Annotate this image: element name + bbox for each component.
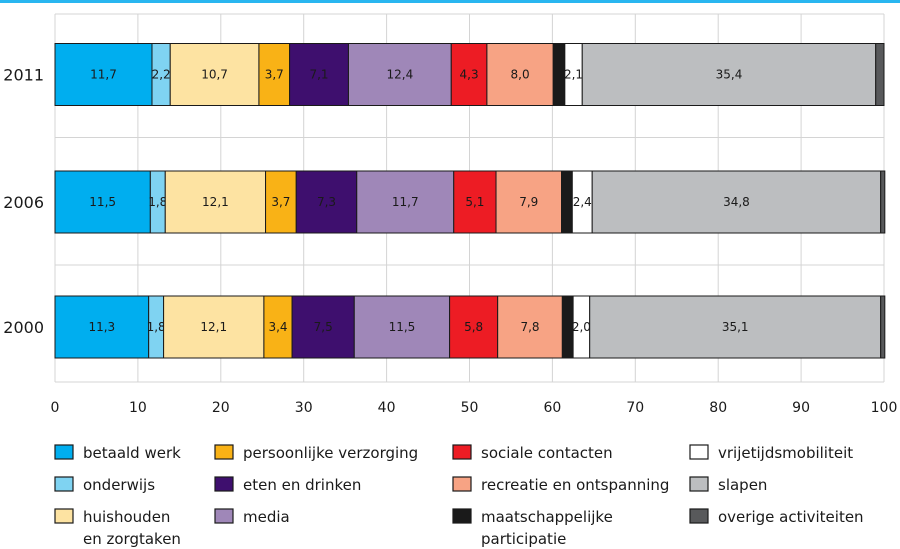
bar-segment bbox=[449, 295, 499, 359]
legend-label: persoonlijke verzorging bbox=[243, 444, 418, 462]
data-label: 2,1 bbox=[564, 68, 583, 82]
legend-swatch bbox=[214, 444, 234, 460]
bar-segment bbox=[591, 170, 882, 234]
bar-segment bbox=[54, 43, 153, 106]
data-label: 35,4 bbox=[716, 68, 743, 82]
legend-swatch bbox=[689, 508, 709, 524]
legend-label: sociale contacten bbox=[481, 444, 613, 462]
data-label: 11,7 bbox=[392, 195, 419, 209]
legend-label: eten en drinken bbox=[243, 476, 361, 494]
data-label: 12,1 bbox=[202, 195, 229, 209]
data-label: 1,8 bbox=[147, 320, 166, 334]
bar-segment bbox=[289, 43, 349, 106]
bar-segment bbox=[875, 43, 885, 106]
bar-segment bbox=[163, 295, 265, 359]
legend-swatch bbox=[54, 508, 74, 524]
data-label: 3,7 bbox=[265, 68, 284, 82]
legend-swatch bbox=[54, 444, 74, 460]
data-label: 4,3 bbox=[460, 68, 479, 82]
category-label: 2000 bbox=[3, 318, 44, 337]
x-axis: 0 10 20 30 40 50 60 70 80 90 100 bbox=[51, 400, 898, 416]
data-label: 2,2 bbox=[152, 68, 171, 82]
data-label: 5,8 bbox=[464, 320, 483, 334]
x-tick-label: 10 bbox=[129, 400, 147, 416]
data-label: 11,7 bbox=[90, 68, 117, 82]
data-label: 2,4 bbox=[573, 195, 592, 209]
legend-label: overige activiteiten bbox=[718, 508, 864, 526]
x-tick-label: 30 bbox=[295, 400, 313, 416]
bar-segment bbox=[450, 43, 488, 106]
data-label: 35,1 bbox=[722, 320, 749, 334]
data-label: 7,5 bbox=[314, 320, 333, 334]
x-tick-label: 40 bbox=[378, 400, 396, 416]
category-labels: 2011 2006 2000 bbox=[3, 66, 44, 338]
bar-segment bbox=[453, 170, 497, 234]
legend-label: media bbox=[243, 508, 290, 526]
data-label: 3,7 bbox=[271, 195, 290, 209]
bar-segment bbox=[353, 295, 451, 359]
legend-swatch bbox=[689, 476, 709, 492]
legend-label: betaald werk bbox=[83, 444, 181, 462]
bar-segment bbox=[561, 170, 573, 234]
bar-segment bbox=[880, 170, 886, 234]
legend-label: maatschappelijke bbox=[481, 508, 613, 526]
legend-swatch bbox=[214, 508, 234, 524]
legend-swatch bbox=[452, 444, 472, 460]
data-label: 3,4 bbox=[268, 320, 287, 334]
data-label: 7,8 bbox=[520, 320, 539, 334]
data-label: 12,1 bbox=[200, 320, 227, 334]
data-label: 2,0 bbox=[572, 320, 591, 334]
legend: betaald werk onderwijs huishouden en zorgta… bbox=[54, 444, 864, 548]
category-label: 2011 bbox=[3, 66, 44, 85]
x-tick-label: 0 bbox=[51, 400, 60, 416]
x-tick-label: 20 bbox=[212, 400, 230, 416]
legend-swatch bbox=[689, 444, 709, 460]
legend-label: onderwijs bbox=[83, 476, 155, 494]
x-tick-label: 100 bbox=[871, 400, 898, 416]
data-label: 7,1 bbox=[309, 68, 328, 82]
legend-swatch bbox=[214, 476, 234, 492]
data-label: 7,3 bbox=[317, 195, 336, 209]
legend-swatch bbox=[54, 476, 74, 492]
x-tick-label: 80 bbox=[709, 400, 727, 416]
legend-label: vrijetijdsmobiliteit bbox=[718, 444, 853, 462]
legend-label: huishouden bbox=[83, 508, 170, 526]
legend-swatch bbox=[452, 508, 472, 524]
bar-segment bbox=[880, 295, 886, 359]
data-label: 11,5 bbox=[389, 320, 416, 334]
bar-segment bbox=[495, 170, 563, 234]
legend-label: participatie bbox=[481, 530, 566, 548]
data-label: 1,8 bbox=[148, 195, 167, 209]
legend-label: slapen bbox=[718, 476, 767, 494]
bar-segment bbox=[263, 295, 293, 359]
bar-segment bbox=[54, 295, 150, 359]
data-label: 12,4 bbox=[387, 68, 414, 82]
bar-segment bbox=[291, 295, 355, 359]
bar-segment bbox=[54, 170, 151, 234]
legend-swatch bbox=[452, 476, 472, 492]
x-tick-label: 90 bbox=[792, 400, 810, 416]
bar-segment bbox=[497, 295, 563, 359]
data-label: 10,7 bbox=[201, 68, 228, 82]
bar-segment bbox=[581, 43, 877, 106]
bar-segment bbox=[169, 43, 260, 106]
x-tick-label: 70 bbox=[626, 400, 644, 416]
data-label: 11,5 bbox=[89, 195, 116, 209]
data-label: 11,3 bbox=[88, 320, 115, 334]
data-label: 8,0 bbox=[511, 68, 530, 82]
bar-segment bbox=[589, 295, 882, 359]
legend-label: en zorgtaken bbox=[83, 530, 181, 548]
x-tick-label: 60 bbox=[543, 400, 561, 416]
bars: 11,7 2,2 10,7 3,7 7,1 12,4 4,3 8,0 2,1 35,4 11,5 1,… bbox=[54, 43, 886, 359]
data-label: 5,1 bbox=[465, 195, 484, 209]
x-tick-label: 50 bbox=[461, 400, 479, 416]
top-rule bbox=[0, 0, 900, 3]
category-label: 2006 bbox=[3, 193, 44, 212]
data-label: 7,9 bbox=[519, 195, 538, 209]
bar-segment bbox=[356, 170, 455, 234]
legend-label: recreatie en ontspanning bbox=[481, 476, 669, 494]
data-label: 34,8 bbox=[723, 195, 750, 209]
